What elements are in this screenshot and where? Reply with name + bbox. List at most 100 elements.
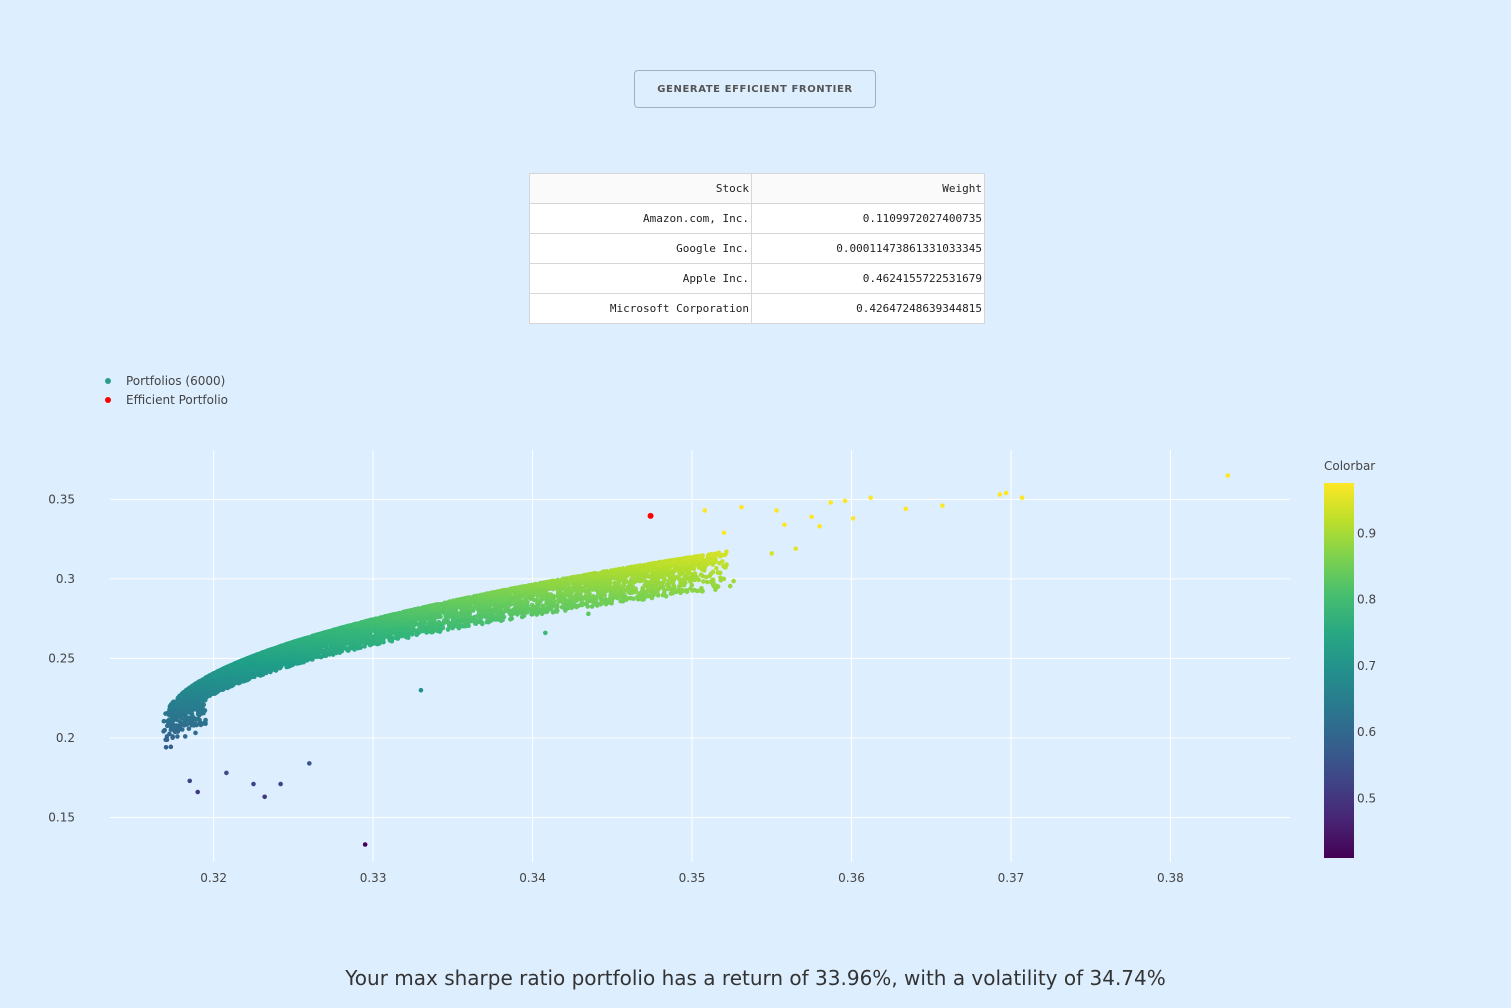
portfolio-point — [559, 604, 565, 610]
portfolio-point — [618, 598, 623, 604]
portfolio-point — [573, 603, 578, 609]
portfolio-point — [395, 636, 401, 641]
portfolio-point — [662, 587, 667, 593]
portfolio-point — [707, 573, 712, 579]
portfolio-point — [410, 628, 415, 634]
portfolio-point — [615, 594, 620, 600]
legend-label-efficient-portfolio: Efficient Portfolio — [126, 392, 228, 407]
portfolio-point — [175, 734, 180, 739]
generate-efficient-frontier-button[interactable]: GENERATE EFFICIENT FRONTIER — [634, 70, 876, 108]
portfolio-point — [654, 589, 659, 595]
portfolio-point — [168, 744, 174, 750]
portfolio-point — [500, 610, 506, 616]
portfolio-point — [710, 580, 716, 585]
table-header-row: Stock Weight — [529, 173, 985, 204]
portfolio-point — [176, 726, 181, 732]
portfolio-point — [715, 570, 721, 575]
portfolio-point — [358, 645, 363, 651]
portfolio-point — [521, 610, 527, 615]
portfolio-point — [550, 609, 556, 615]
x-tick-label: 0.33 — [360, 871, 387, 885]
portfolio-point — [631, 596, 636, 602]
portfolio-point — [178, 708, 184, 713]
portfolio-point — [310, 641, 316, 647]
header-weight: Weight — [751, 173, 985, 204]
portfolio-point — [586, 572, 591, 578]
portfolio-point — [167, 731, 172, 737]
portfolio-point — [554, 609, 560, 614]
portfolio-point — [505, 608, 511, 614]
portfolio-point — [683, 588, 689, 593]
portfolio-point — [534, 597, 540, 603]
portfolio-point — [634, 572, 640, 578]
table-row: Apple Inc. 0.4624155722531679 — [529, 263, 985, 294]
portfolio-point — [383, 630, 388, 635]
x-tick-label: 0.32 — [200, 871, 227, 885]
chart-legend: Portfolios (6000) Efficient Portfolio — [100, 371, 228, 409]
weight-cell: 0.4624155722531679 — [751, 263, 985, 294]
portfolio-point — [588, 598, 594, 604]
legend-item-efficient-portfolio[interactable]: Efficient Portfolio — [100, 390, 228, 409]
portfolio-point — [713, 587, 718, 592]
portfolio-point — [704, 579, 710, 585]
stock-cell: Amazon.com, Inc. — [529, 203, 752, 234]
portfolio-point — [528, 596, 534, 602]
portfolio-point — [260, 672, 266, 677]
portfolio-point — [713, 583, 719, 589]
portfolio-point — [479, 619, 484, 625]
portfolio-point — [456, 619, 462, 625]
y-tick-label: 0.15 — [48, 810, 75, 824]
portfolio-point — [731, 578, 736, 584]
portfolio-point — [379, 631, 385, 637]
portfolio-point — [521, 613, 527, 619]
portfolio-point — [323, 647, 329, 652]
portfolio-point — [163, 744, 169, 750]
portfolio-point — [522, 593, 527, 598]
portfolio-point — [593, 597, 598, 602]
y-tick-label: 0.3 — [56, 572, 75, 586]
portfolio-point — [337, 650, 343, 655]
portfolio-point — [190, 720, 196, 726]
portfolio-point — [717, 560, 722, 566]
portfolio-point — [712, 552, 718, 558]
portfolio-point — [608, 593, 613, 598]
portfolio-point — [321, 653, 327, 659]
y-tick-label: 0.25 — [48, 651, 75, 665]
portfolio-point — [625, 573, 630, 578]
portfolio-point — [701, 579, 706, 584]
table-row: Google Inc. 0.00011473861331033345 — [529, 233, 985, 264]
legend-label-portfolios: Portfolios (6000) — [126, 373, 226, 388]
portfolio-point — [163, 711, 168, 716]
weight-cell: 0.00011473861331033345 — [751, 233, 985, 264]
legend-item-portfolios[interactable]: Portfolios (6000) — [100, 371, 228, 390]
portfolio-point — [538, 610, 544, 615]
portfolio-point — [161, 718, 167, 724]
portfolio-point — [591, 594, 596, 599]
portfolio-point — [188, 686, 193, 692]
portfolio-point — [639, 588, 645, 594]
portfolio-point — [428, 625, 434, 630]
portfolio-point — [542, 593, 547, 598]
x-tick-label: 0.38 — [1157, 871, 1184, 885]
portfolio-point — [361, 626, 366, 632]
x-tick-label: 0.36 — [838, 871, 865, 885]
portfolio-point — [581, 601, 586, 607]
portfolio-point — [530, 593, 536, 598]
y-tick-label: 0.2 — [56, 731, 75, 745]
y-tick-label: 0.35 — [48, 492, 75, 506]
efficient-frontier-scatter-chart: 0.32 0.33 0.34 0.35 0.36 0.37 0.380.150.20.250… — [48, 450, 1376, 885]
stock-cell: Microsoft Corporation — [529, 293, 752, 324]
weight-cell: 0.42647248639344815 — [751, 293, 985, 324]
legend-marker-portfolios — [105, 377, 111, 384]
portfolio-point — [698, 588, 704, 594]
portfolio-point — [577, 587, 582, 593]
portfolio-point — [313, 644, 319, 650]
stock-cell: Apple Inc. — [529, 263, 752, 294]
portfolio-point — [648, 589, 654, 595]
table-row: Microsoft Corporation 0.4264724863934481… — [529, 293, 985, 324]
weights-table: Stock Weight Amazon.com, Inc. 0.11099720… — [529, 173, 985, 324]
portfolio-point — [619, 592, 624, 598]
portfolio-point — [551, 596, 556, 601]
portfolio-point — [597, 581, 602, 587]
portfolio-point — [579, 597, 585, 602]
